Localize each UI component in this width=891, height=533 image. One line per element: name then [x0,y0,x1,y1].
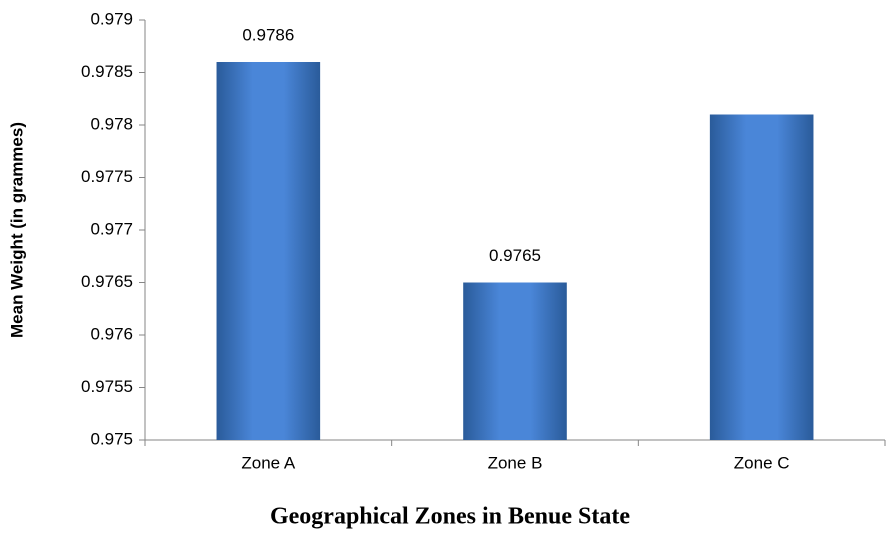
y-tick-label: 0.9785 [81,62,133,81]
data-label: 0.9786 [242,25,294,44]
y-tick-label: 0.9775 [81,167,133,186]
y-tick-label: 0.9755 [81,377,133,396]
x-tick-label: Zone A [241,453,296,472]
y-tick-label: 0.978 [90,114,133,133]
y-axis-title: Mean Weight (in grammes) [7,122,26,338]
y-tick-label: 0.979 [90,9,133,28]
x-tick-label: Zone B [488,453,543,472]
x-tick-label: Zone C [734,453,790,472]
bar [463,282,567,440]
y-tick-label: 0.977 [90,219,133,238]
bar [709,114,814,440]
data-label: 0.9765 [489,246,541,265]
y-tick-label: 0.9765 [81,272,133,291]
x-axis-title: Geographical Zones in Benue State [270,504,630,530]
bar [216,62,321,440]
y-tick-label: 0.975 [90,429,133,448]
y-tick-label: 0.976 [90,324,133,343]
